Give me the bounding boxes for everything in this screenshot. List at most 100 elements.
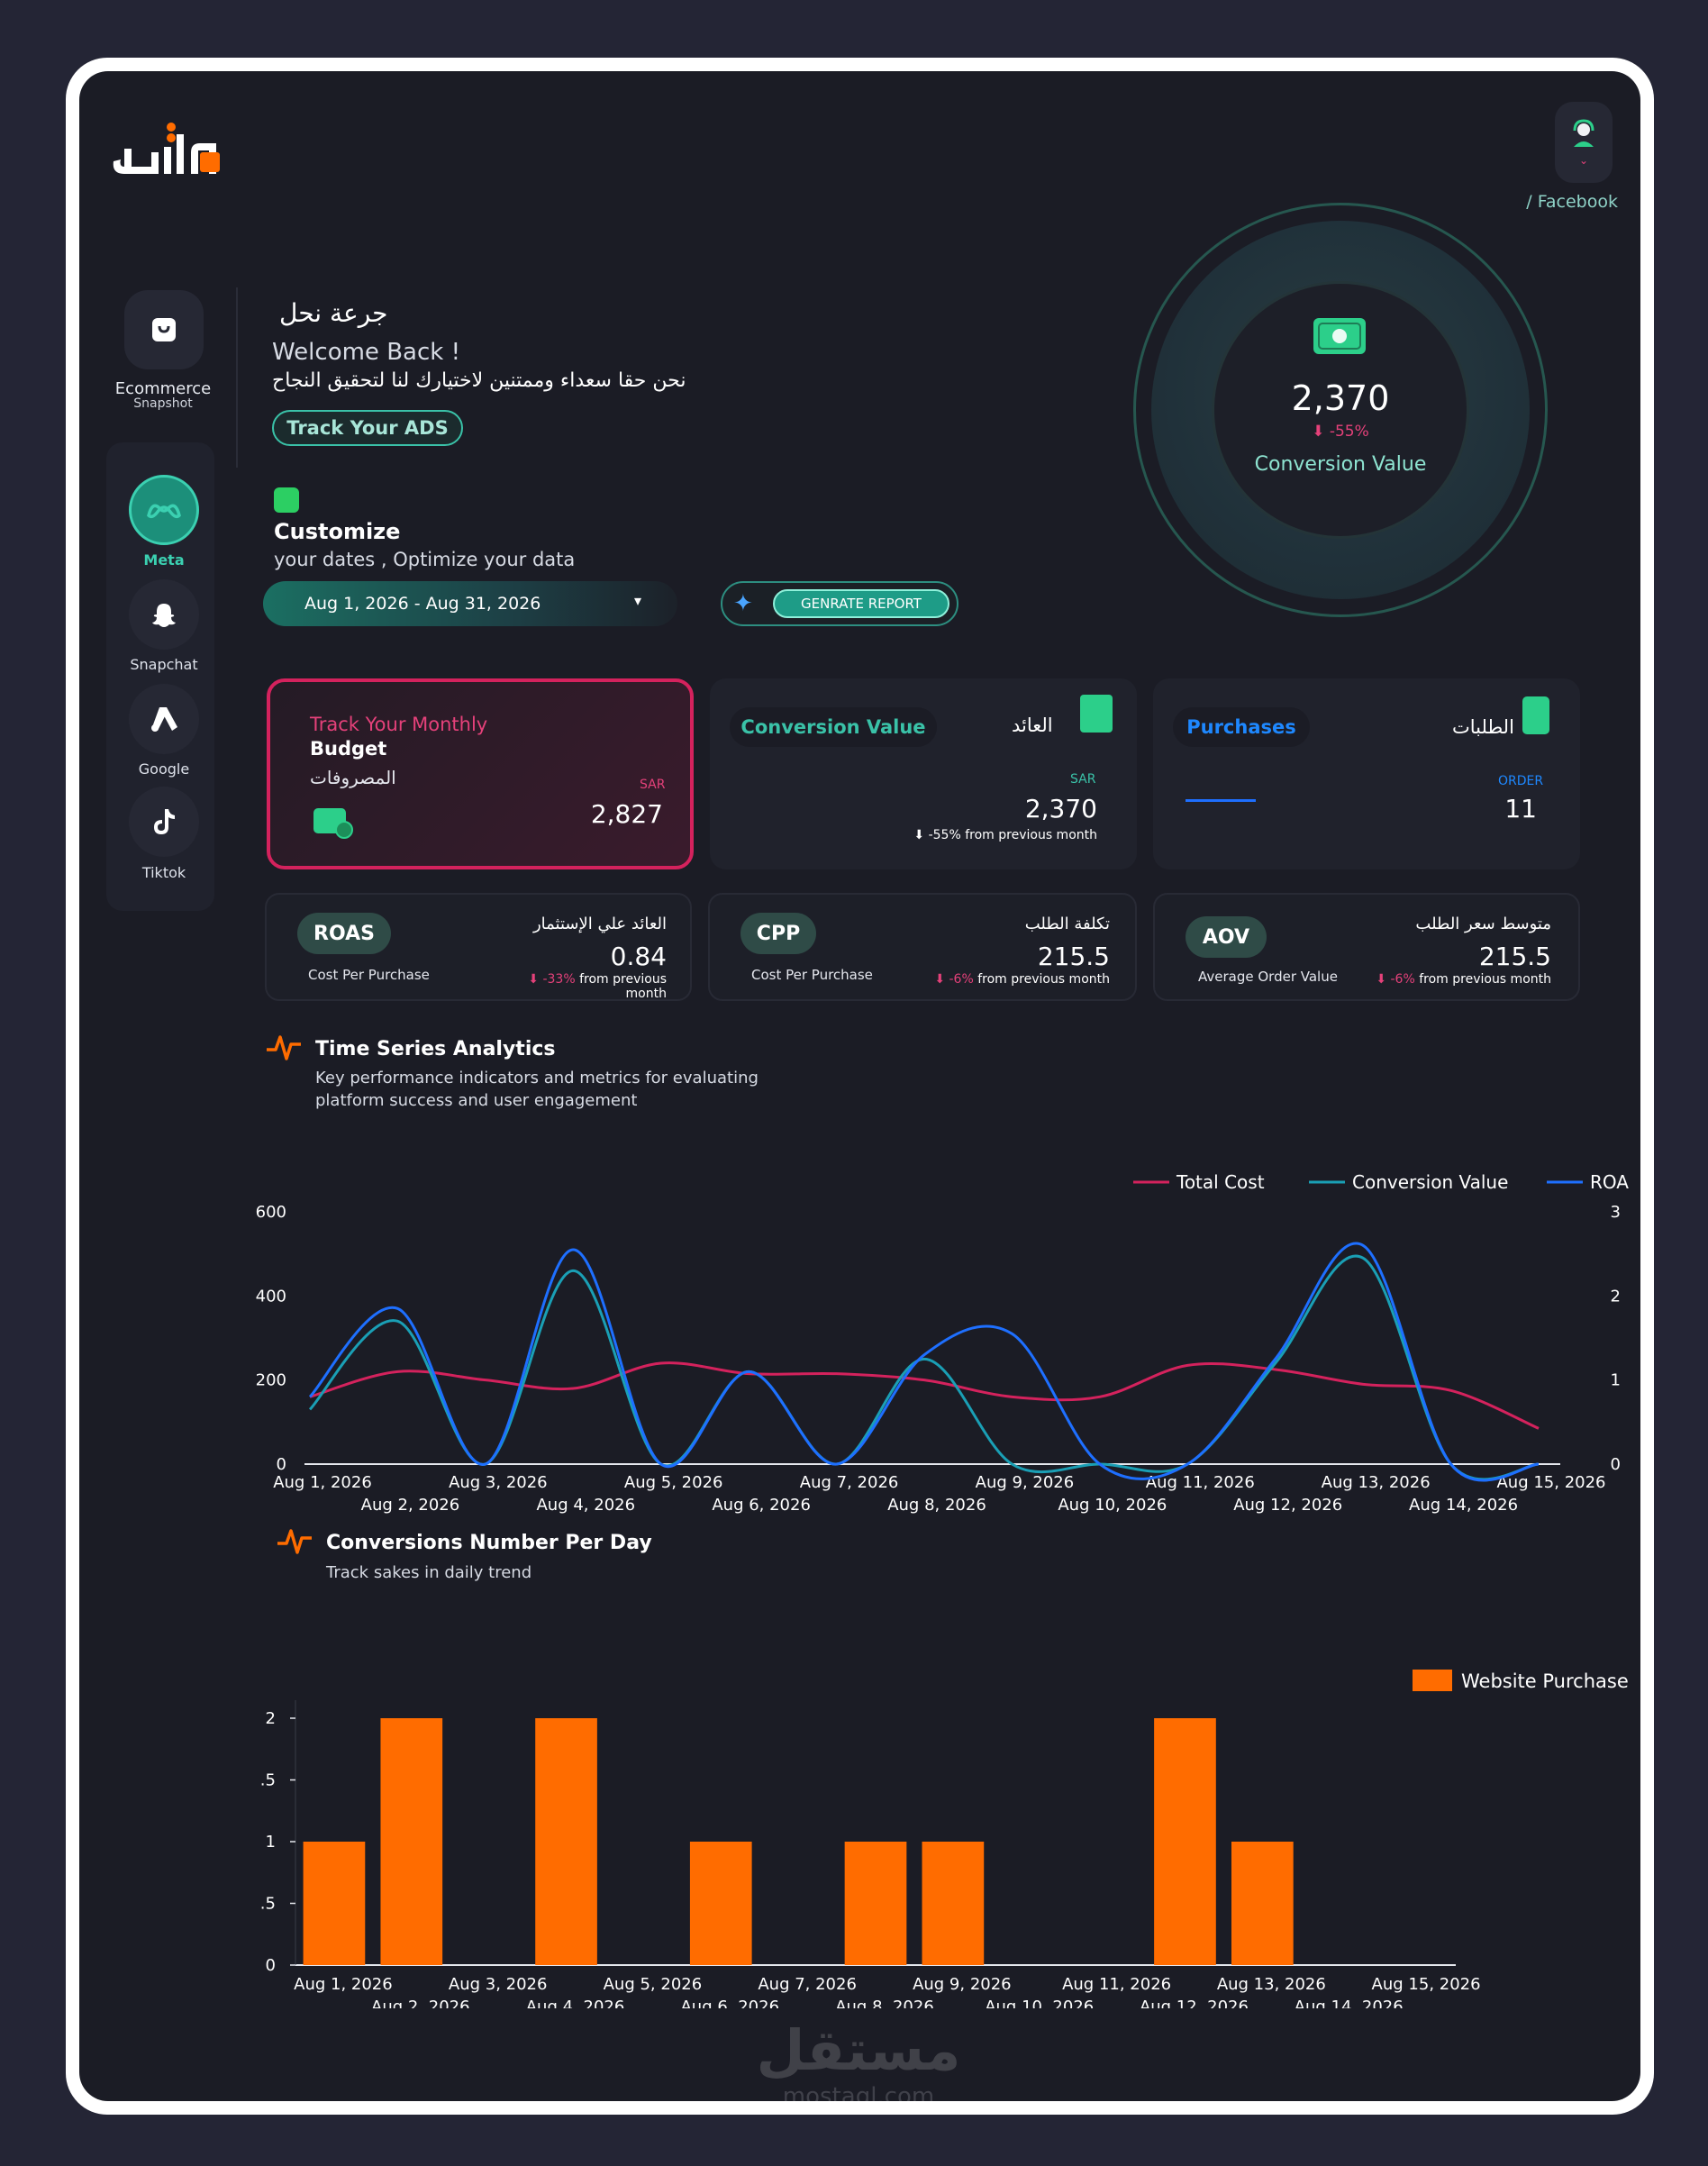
conversions-subtitle: Track sakes in daily trend [326, 1563, 532, 1582]
x-tick-label: Aug 12, 2026 [1233, 1496, 1342, 1515]
roas-delta-value: ⬇ -33% [528, 972, 576, 987]
bar [922, 1842, 985, 1965]
x-tick-label: Aug 1, 2026 [273, 1473, 372, 1492]
conversion-value-card: Conversion Value العائد SAR 2,370 ⬇ -55%… [710, 678, 1137, 869]
x-tick-label: Aug 7, 2026 [758, 1975, 857, 1994]
y-left-tick-label: 600 [256, 1203, 286, 1222]
x-tick-label: Aug 11, 2026 [1062, 1975, 1171, 1994]
bar [1231, 1842, 1294, 1965]
x-tick-label: Aug 10, 2026 [985, 1998, 1094, 2008]
dashboard: ⌄ / Facebook Ecommerce Snapshot Meta Sna… [79, 71, 1640, 2101]
y-tick-label: 0.5 [259, 1895, 276, 1914]
meta-icon [129, 475, 199, 545]
aov-arabic-label: متوسط سعر الطلب [1415, 915, 1551, 933]
sparkle-icon: ✦ [733, 590, 753, 617]
sidebar-label-snapchat: Snapchat [130, 656, 198, 673]
x-tick-label: Aug 12, 2026 [1140, 1998, 1249, 2008]
tiktok-icon [129, 787, 199, 857]
x-tick-label: Aug 6, 2026 [712, 1496, 811, 1515]
bar [303, 1842, 366, 1965]
conversion-currency: SAR [1070, 772, 1096, 787]
conversion-arabic-label: العائد [1012, 714, 1053, 736]
purchases-value: 11 [1504, 794, 1537, 824]
x-tick-label: Aug 6, 2026 [680, 1998, 779, 2008]
account-menu-button[interactable]: ⌄ [1555, 102, 1613, 183]
cpp-card: CPP تكلفة الطلب 215.5 Cost Per Purchase … [708, 893, 1137, 1001]
generate-report-button[interactable]: GENRATE REPORT [773, 589, 949, 618]
x-tick-label: Aug 4, 2026 [536, 1496, 635, 1515]
time-series-chart: 0 200 400 600 0 1 2 3 Aug 1, 2026 Aug 2, 2026 Aug … [256, 1171, 1629, 1515]
legend-label: ROAS [1590, 1171, 1629, 1193]
y-left-tick-label: 400 [256, 1287, 286, 1306]
series-line [308, 1254, 1540, 1481]
customize-title: Customize [274, 519, 401, 544]
watermark-url: mostaql.com [782, 2083, 935, 2101]
money-icon [1313, 318, 1366, 354]
aov-delta-suffix: from previous month [1419, 972, 1551, 987]
bar [689, 1842, 752, 1965]
welcome-tagline: نحن حقا سعداء وممتنين لاختيارك لنا لتحقي… [272, 369, 686, 392]
aov-card: AOV متوسط سعر الطلب 215.5 Average Order … [1153, 893, 1580, 1001]
x-tick-label: Aug 3, 2026 [449, 1975, 548, 1994]
welcome-heading: Welcome Back ! [272, 339, 461, 366]
y-right-tick-label: 2 [1611, 1287, 1621, 1306]
conversion-value: 2,370 [1024, 794, 1097, 824]
legend-swatch [1413, 1670, 1452, 1691]
aov-delta-value: ⬇ -6% [1376, 972, 1415, 987]
budget-line-2: Budget [310, 738, 387, 760]
x-tick-label: Aug 14, 2026 [1295, 1998, 1404, 2008]
caret-down-icon: ▾ [633, 592, 641, 609]
y-tick-label: 1 [266, 1833, 276, 1852]
y-tick-label: 2 [266, 1709, 276, 1728]
chevron-down-icon: ⌄ [1578, 154, 1589, 167]
legend-label: Total Cost [1176, 1171, 1265, 1193]
hero-metric-label: Conversion Value [1254, 453, 1427, 476]
cpp-arabic-label: تكلفة الطلب [1024, 915, 1110, 933]
y-tick-label: 1.5 [259, 1771, 276, 1790]
x-tick-label: Aug 2, 2026 [361, 1496, 460, 1515]
series-line [309, 1361, 1540, 1430]
purchases-arabic-label: الطلبات [1452, 716, 1514, 738]
cpp-value: 215.5 [1037, 942, 1110, 971]
sidebar-item-snapchat[interactable] [129, 579, 199, 650]
y-tick-label: 0 [266, 1956, 276, 1975]
x-tick-label: Aug 9, 2026 [976, 1473, 1075, 1492]
x-tick-label: Aug 13, 2026 [1217, 1975, 1326, 1994]
x-tick-label: Aug 1, 2026 [294, 1975, 393, 1994]
roas-delta: ⬇ -33% from previous month [486, 972, 667, 1001]
budget-value: 2,827 [590, 799, 663, 829]
sidebar-item-tiktok[interactable] [129, 787, 199, 857]
snapshot-label: Snapshot [133, 396, 193, 411]
conversions-title: Conversions Number Per Day [326, 1532, 652, 1554]
x-tick-label: Aug 15, 2026 [1372, 1975, 1481, 1994]
conversion-delta: ⬇ -55% from previous month [913, 828, 1097, 842]
sidebar-item-google[interactable] [129, 684, 199, 754]
y-right-tick-label: 0 [1611, 1455, 1621, 1474]
date-range-picker[interactable]: Aug 1, 2026 - Aug 31, 2026 ▾ [263, 581, 677, 626]
x-tick-label: Aug 2, 2026 [371, 1998, 470, 2008]
purchases-pill: Purchases [1173, 707, 1310, 747]
budget-currency: SAR [640, 778, 666, 792]
google-ads-icon [129, 684, 199, 754]
x-tick-label: Aug 5, 2026 [624, 1473, 723, 1492]
track-ads-button[interactable]: Track Your ADS [272, 410, 463, 446]
card-check-icon [313, 808, 353, 839]
pulse-icon [267, 1035, 301, 1060]
bar [535, 1718, 597, 1965]
ecommerce-snapshot-button[interactable] [124, 290, 204, 369]
sidebar-divider [236, 287, 238, 468]
purchases-card: Purchases الطلبات ORDER 11 [1153, 678, 1580, 869]
date-range-value: Aug 1, 2026 - Aug 31, 2026 [304, 594, 541, 614]
cpp-pill: CPP [740, 913, 816, 954]
hero-metric-value: 2,370 [1291, 378, 1390, 418]
time-series-subtitle-2: platform success and user engagement [315, 1091, 638, 1110]
customize-subtitle: your dates , Optimize your data [274, 549, 576, 570]
conversions-bar-chart: 0 0.5 1 1.5 2 Aug 1, 2026 Aug 2, 2026 Aug 3, 20… [259, 1670, 1629, 2008]
x-tick-label: Aug 10, 2026 [1058, 1496, 1167, 1515]
sidebar-label-meta: Meta [143, 551, 185, 569]
sidebar-item-meta[interactable] [129, 475, 199, 545]
pulse-icon [277, 1529, 312, 1554]
conversion-value-pill: Conversion Value [730, 707, 937, 747]
sidebar-label-tiktok: Tiktok [141, 864, 186, 881]
time-series-subtitle-1: Key performance indicators and metrics f… [315, 1069, 759, 1088]
